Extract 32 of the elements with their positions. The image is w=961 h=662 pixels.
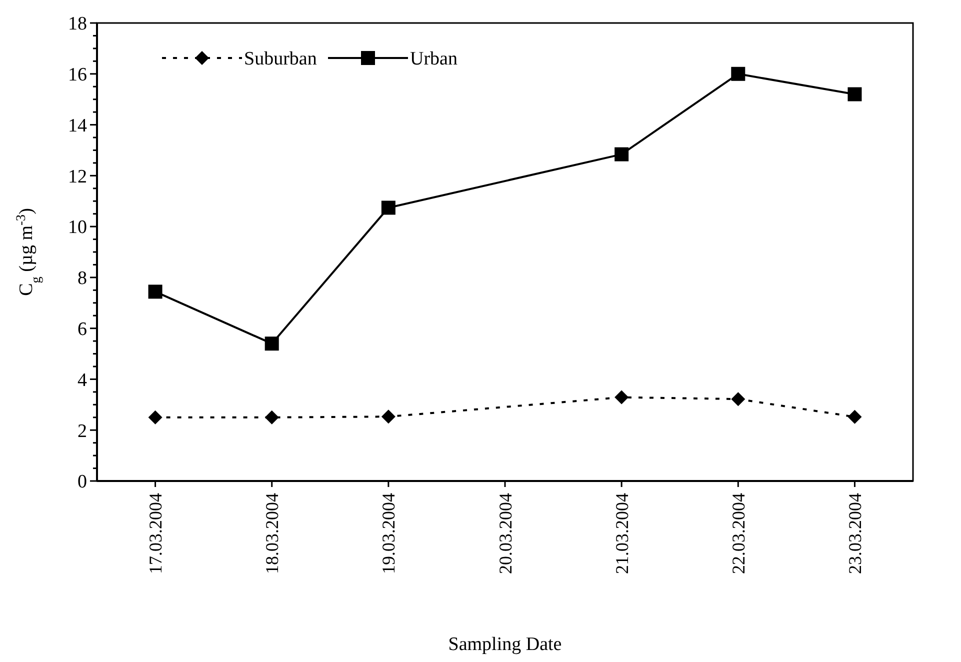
x-tick-label: 22.03.2004 [728,493,748,574]
x-tick-label: 21.03.2004 [612,493,632,574]
legend-label: Urban [410,48,458,70]
point [731,392,746,406]
x-tick-label: 23.03.2004 [845,493,866,574]
y-tick-label: 4 [78,370,88,391]
y-tick-label: 16 [68,64,87,86]
point [264,336,279,351]
point [148,284,162,299]
point [614,390,629,404]
y-tick-label: 6 [78,318,87,340]
y-tick-label: 2 [78,420,87,442]
x-tick-label: 19.03.2004 [378,493,399,574]
point [848,87,862,102]
legend-label: Suburban [244,48,318,70]
point [731,66,746,81]
x-tick-label: 17.03.2004 [146,493,166,574]
y-tick-label: 18 [68,14,87,35]
y-tick-label: 10 [68,217,87,238]
y-tick-label: 0 [78,472,87,493]
point [381,200,396,215]
point [614,147,629,162]
y-tick-label: 14 [68,115,88,136]
y-tick-label: 12 [68,166,87,188]
x-tick-label: 20.03.2004 [495,493,516,574]
y-tick-label: 8 [78,268,87,290]
point [381,410,396,424]
point [264,410,279,424]
x-axis-title: Sampling Date [448,634,562,655]
point [148,410,162,424]
x-tick-label: 18.03.2004 [262,493,282,574]
point [848,410,862,424]
